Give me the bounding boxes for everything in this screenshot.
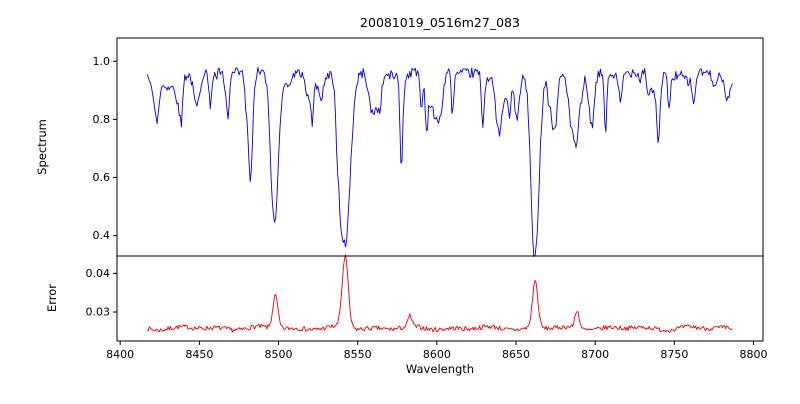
plot-content: 0.4 0.6 0.8 1.0 0.03 0.04 8400 8450 8500 8550 8600… — [86, 37, 768, 361]
x-tick-label: 8550 — [344, 348, 372, 361]
x-tick-label: 8650 — [502, 348, 530, 361]
x-tick-label: 8600 — [423, 348, 451, 361]
x-axis-label: Wavelength — [406, 362, 474, 376]
spectrum-y-tick-label: 0.6 — [93, 171, 111, 184]
error-line — [147, 254, 733, 333]
spectrum-y-tick-label: 0.4 — [93, 229, 111, 242]
error-y-axis-label: Error — [45, 284, 59, 312]
spectrum-y-axis-label: Spectrum — [35, 119, 49, 175]
x-tick-label: 8700 — [581, 348, 609, 361]
error-axes-frame — [116, 255, 764, 342]
spectrum-line — [146, 67, 733, 257]
spectrum-y-tick-label: 0.8 — [93, 113, 111, 126]
x-tick-label: 8400 — [106, 348, 134, 361]
spectrum-axes-frame — [116, 37, 764, 257]
spectrum-y-tick-label: 1.0 — [93, 55, 111, 68]
x-tick-label: 8450 — [185, 348, 213, 361]
x-tick-label: 8800 — [740, 348, 768, 361]
x-tick-label: 8750 — [660, 348, 688, 361]
chart-title: 20081019_0516m27_083 — [360, 15, 520, 30]
error-y-tick-label: 0.04 — [86, 267, 111, 280]
x-tick-label: 8500 — [265, 348, 293, 361]
error-y-tick-label: 0.03 — [86, 306, 111, 319]
